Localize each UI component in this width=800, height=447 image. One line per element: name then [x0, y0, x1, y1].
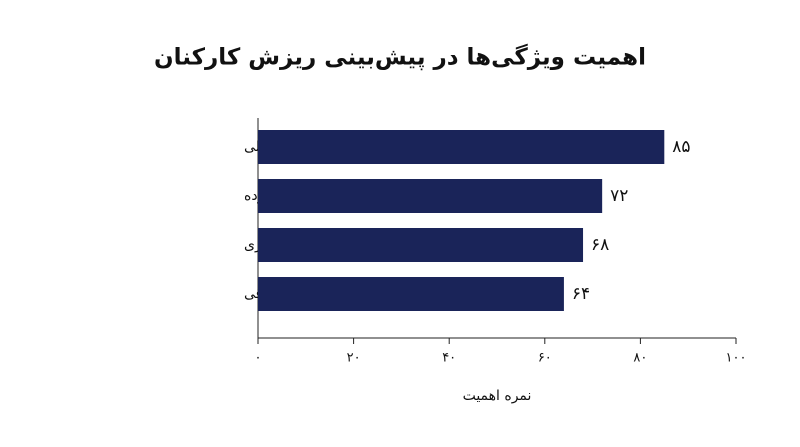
bar: [258, 130, 665, 164]
x-axis-label: نمره اهمیت: [463, 388, 532, 404]
x-tick-label: ۲۰: [347, 351, 361, 366]
x-tick-label: ۶۰: [538, 351, 552, 366]
value-label: ۶۴: [572, 284, 590, 304]
value-label: ۸۵: [672, 137, 690, 157]
bar: [258, 179, 603, 213]
chart-title: اهمیت ویژگی‌ها در پیش‌بینی ریزش کارکنان: [154, 44, 646, 71]
x-tick-label: ۰: [255, 351, 262, 366]
x-tick-label: ۸۰: [633, 351, 647, 366]
bar: [258, 277, 564, 311]
value-label: ۶۸: [591, 235, 609, 255]
x-tick-label: ۱۰۰: [726, 351, 747, 366]
value-label: ۷۲: [610, 186, 628, 206]
x-tick-label: ۴۰: [442, 351, 456, 366]
bar: [258, 228, 584, 262]
